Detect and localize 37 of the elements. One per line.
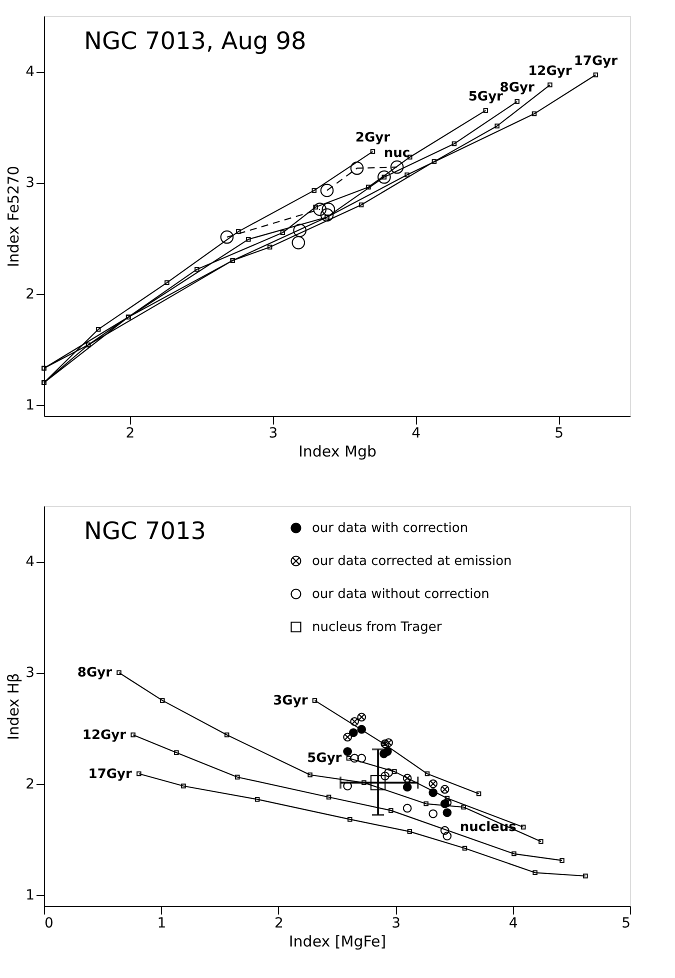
annotation: 5Gyr: [307, 751, 342, 766]
y-axis-title: Index Hβ: [4, 673, 23, 740]
annotation: 12Gyr: [528, 64, 572, 79]
x-tick-label: 2: [274, 916, 284, 932]
y-tick-label: 3: [26, 665, 34, 682]
x-tick-label: 3: [392, 916, 401, 932]
y-tick-label: 4: [26, 64, 35, 80]
annotation: 3Gyr: [273, 693, 308, 708]
x-tick-label: 2: [126, 426, 135, 442]
x-axis-title: Index [MgFe]: [288, 932, 386, 950]
x-tick-label: 5: [622, 916, 630, 932]
y-axis-title: Index Fe5270: [4, 166, 23, 268]
x-tick-label: 4: [412, 426, 421, 442]
y-tick-label: 4: [26, 554, 35, 570]
annotation: 12Gyr: [82, 728, 127, 743]
legend-label: our data with correction: [312, 521, 468, 536]
y-tick-label: 3: [26, 175, 34, 192]
annotation: 17Gyr: [574, 54, 618, 69]
annotation: nuc: [384, 146, 410, 162]
annotation: 8Gyr: [77, 666, 113, 681]
x-tick-label: 4: [508, 916, 518, 932]
chart-title: NGC 7013: [84, 517, 206, 545]
y-tick-label: 2: [26, 776, 34, 792]
x-tick-label: 3: [268, 426, 278, 442]
x-tick-label: 0: [44, 916, 54, 932]
y-tick-label: 2: [26, 286, 34, 302]
annotation: 2Gyr: [355, 130, 391, 146]
x-tick-label: 5: [554, 426, 564, 442]
x-axis-title: Index Mgb: [298, 442, 377, 460]
annotation: 17Gyr: [88, 766, 133, 782]
legend-label: nucleus from Trager: [312, 620, 442, 635]
legend-label: our data without correction: [312, 587, 490, 602]
y-tick-label: 1: [26, 397, 34, 414]
y-tick-label: 1: [26, 887, 34, 904]
x-tick-label: 1: [157, 916, 166, 932]
chart-title: NGC 7013, Aug 98: [84, 27, 306, 55]
legend-label: our data corrected at emission: [312, 554, 512, 569]
